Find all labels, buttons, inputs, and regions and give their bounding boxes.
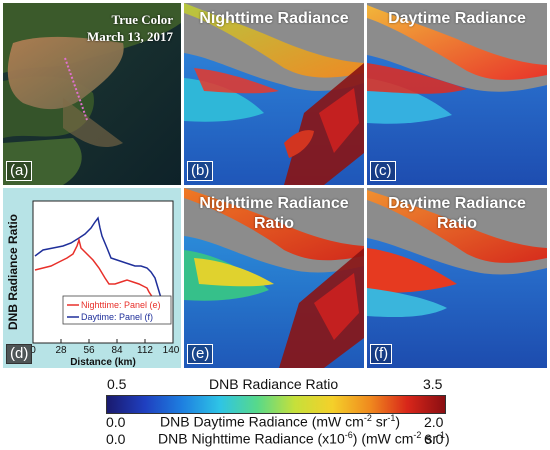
true-color-image [3,3,181,185]
night-radiance-title: DNB Nighttime Radiance (x10-6) (mW cm-2 … [158,430,450,447]
colorbar [106,395,446,414]
legend-label-night: Nighttime: Panel (e) [81,300,161,310]
nighttime-series-line [34,237,167,311]
legend-label-day: Daytime: Panel (f) [81,312,153,322]
x-tick-112: 112 [137,345,153,356]
night-min-label: 0.0 [106,431,126,447]
legend-box [62,295,172,325]
panel-b-nighttime-radiance: Nighttime Radiance (b) [184,3,364,185]
nighttime-radiance-map [184,3,364,185]
panel-label-a: (a) [6,161,33,181]
panel-c-daytime-radiance: Daytime Radiance (c) [367,3,547,185]
nighttime-ratio-map [184,188,364,368]
panel-c-title: Daytime Radiance [388,10,526,27]
true-color-title: True Color March 13, 2017 [86,12,173,44]
legend: Nighttime: Panel (e) Daytime: Panel (f) [62,295,172,325]
x-tick-28: 28 [55,345,67,356]
x-axis-ticks [32,339,174,343]
x-tick-84: 84 [111,345,123,356]
panel-label-c: (c) [370,161,396,181]
ratio-max-label: 3.5 [423,376,443,392]
daytime-ratio-map [367,188,547,368]
transect-line [64,57,88,121]
ratio-min-label: 0.5 [107,376,127,392]
panel-e-nighttime-ratio: Nighttime Radiance Ratio (e) [184,188,364,368]
night-max-label: 6.0 [424,431,444,447]
panel-f-daytime-ratio: Daytime Radiance Ratio (f) [367,188,547,368]
panel-f-title: Daytime Radiance Ratio [388,195,526,232]
panel-d-transect-plot: DNB Radiance Ratio 0 28 56 84 112 140 Di… [3,188,181,368]
x-axis-label: Distance (km) [70,357,136,368]
x-tick-56: 56 [83,345,95,356]
panel-a-true-color: True Color March 13, 2017 (a) [3,3,181,185]
day-min-label: 0.0 [106,414,126,430]
day-radiance-title: DNB Daytime Radiance (mW cm-2 sr-1) [160,413,401,430]
y-axis-label: DNB Radiance Ratio [6,214,20,330]
x-tick-0: 0 [30,345,36,356]
panel-label-e: (e) [187,344,214,364]
ratio-title: DNB Radiance Ratio [209,376,339,392]
day-max-label: 2.0 [424,414,444,430]
x-tick-140: 140 [163,345,180,356]
panel-label-b: (b) [187,161,214,181]
panel-e-title: Nighttime Radiance Ratio [199,195,349,232]
daytime-radiance-map [367,3,547,185]
panel-label-f: (f) [370,344,393,364]
panel-b-title: Nighttime Radiance [199,10,349,27]
daytime-series-line [34,216,168,311]
panel-label-d: (d) [6,344,33,364]
transect-chart: DNB Radiance Ratio 0 28 56 84 112 140 Di… [3,188,181,368]
